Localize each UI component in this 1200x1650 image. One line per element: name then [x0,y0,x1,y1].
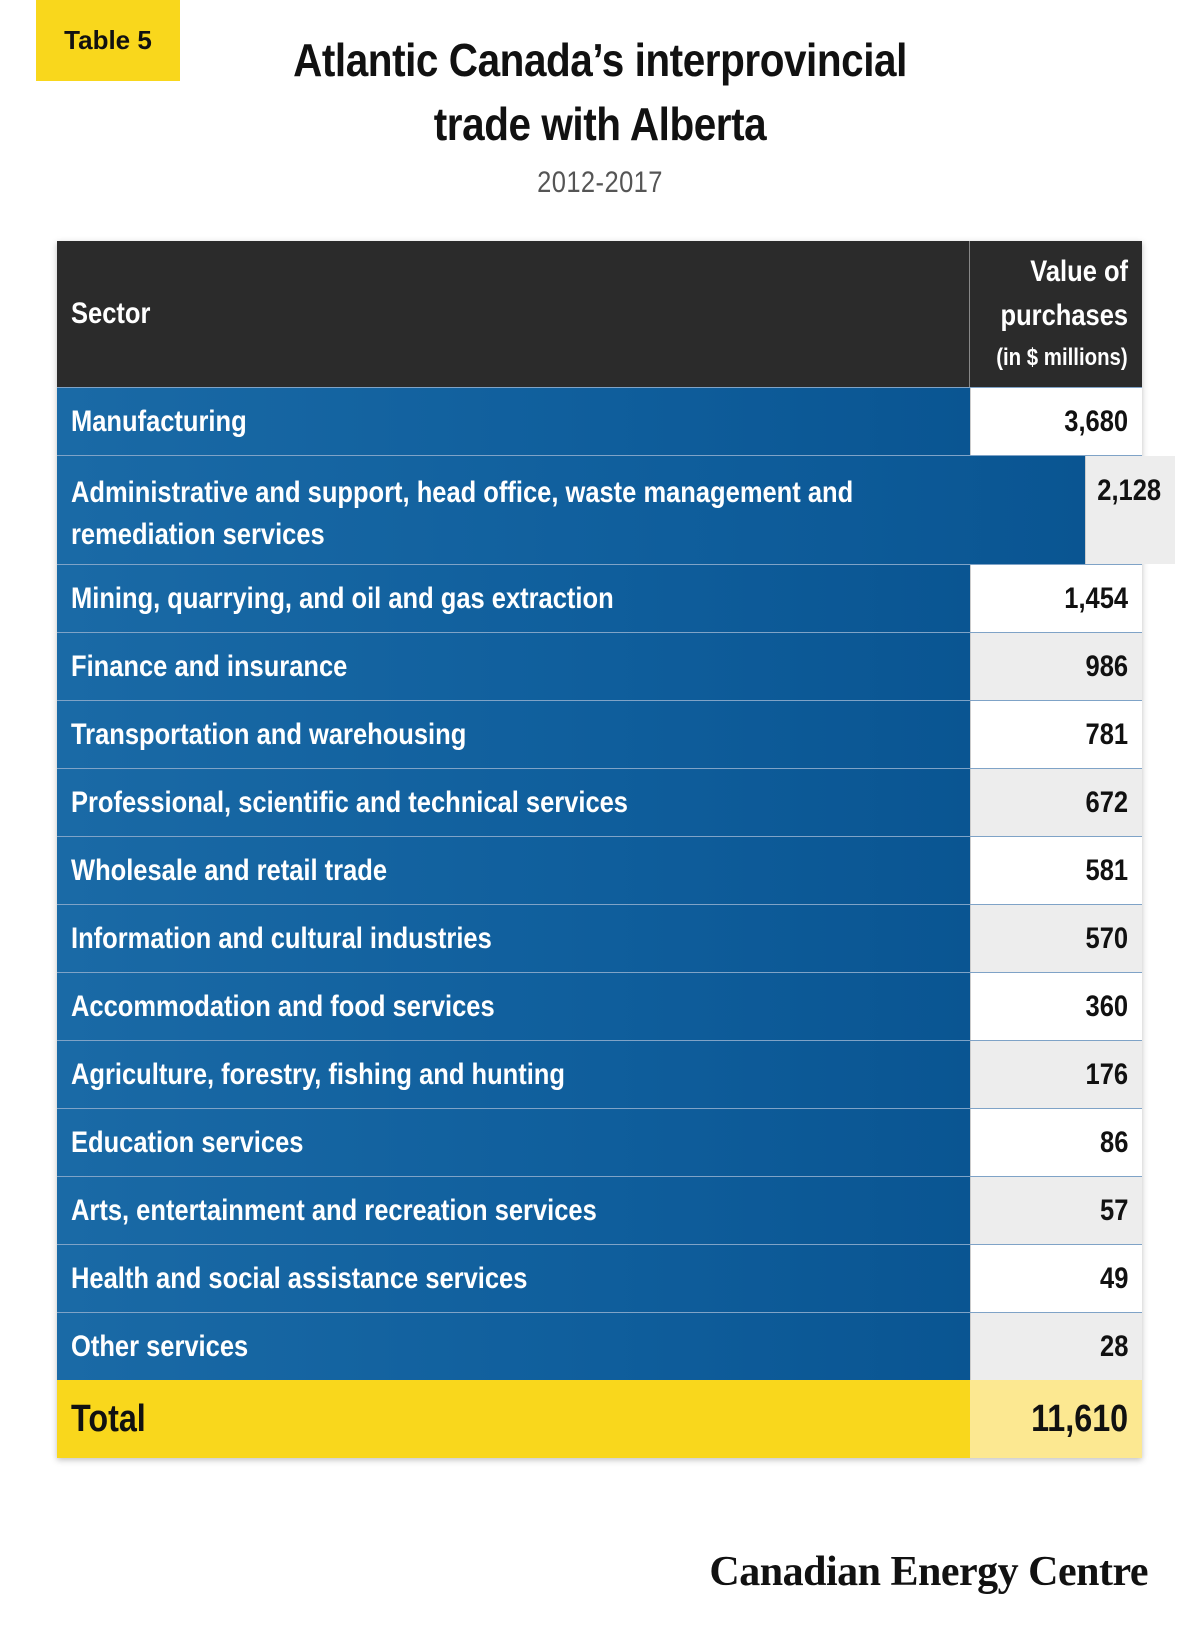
header-value-line2: purchases [1000,299,1128,332]
table-header: Sector Value of purchases (in $ millions… [57,241,1142,387]
table-row: Health and social assistance services 49 [57,1244,1142,1312]
value-label: 49 [1099,1261,1128,1295]
sector-label: Wholesale and retail trade [71,853,388,887]
sector-cell: Mining, quarrying, and oil and gas extra… [57,565,970,632]
value-cell: 1,454 [970,565,1142,632]
sector-cell: Health and social assistance services [57,1245,970,1312]
header-value-line1: Value of [1030,255,1128,288]
value-label: 86 [1099,1125,1128,1159]
title-line-2: trade with Alberta [433,98,767,150]
table-row: Mining, quarrying, and oil and gas extra… [57,564,1142,632]
table-body: Manufacturing 3,680 Administrative and sup… [57,387,1176,1380]
header-value: Value of purchases (in $ millions) [970,241,1142,387]
value-cell: 360 [970,973,1142,1040]
table-row: Information and cultural industries 570 [57,904,1142,972]
table-row: Accommodation and food services 360 [57,972,1142,1040]
sector-cell: Education services [57,1109,970,1176]
value-label: 781 [1085,717,1128,751]
value-label: 57 [1099,1193,1128,1227]
sector-cell: Agriculture, forestry, fishing and hunti… [57,1041,970,1108]
sector-label: Transportation and warehousing [71,717,467,751]
header-sector-label: Sector [71,297,151,330]
title-line-1: Atlantic Canada’s interprovincial [293,34,907,86]
sector-label: Other services [71,1329,249,1363]
table-row: Administrative and support, head office,… [57,455,1176,564]
sector-cell: Administrative and support, head office,… [57,456,1085,564]
value-label: 360 [1085,989,1128,1023]
table-row: Professional, scientific and technical s… [57,768,1142,836]
sector-cell: Finance and insurance [57,633,970,700]
value-cell: 86 [970,1109,1142,1176]
sector-label: Professional, scientific and technical s… [71,785,629,819]
chart-title: Atlantic Canada’s interprovincial trade … [283,28,917,156]
value-label: 672 [1085,785,1128,819]
value-cell: 781 [970,701,1142,768]
sector-cell: Other services [57,1313,970,1380]
sector-cell: Accommodation and food services [57,973,970,1040]
table-row: Other services 28 [57,1312,1142,1380]
table-row: Finance and insurance 986 [57,632,1142,700]
table-number-badge: Table 5 [36,0,180,81]
value-label: 3,680 [1064,404,1128,438]
value-label: 986 [1085,649,1128,683]
value-cell: 49 [970,1245,1142,1312]
sector-label: Accommodation and food services [71,989,495,1023]
sector-label: Agriculture, forestry, fishing and hunti… [71,1057,565,1091]
sector-cell: Wholesale and retail trade [57,837,970,904]
value-cell: 28 [970,1313,1142,1380]
sector-cell: Information and cultural industries [57,905,970,972]
sector-label: Manufacturing [71,404,247,438]
value-label: 1,454 [1064,581,1128,615]
header-value-unit: (in $ millions) [996,344,1128,371]
total-row: Total 11,610 [57,1380,1142,1458]
data-table: Sector Value of purchases (in $ millions… [57,241,1176,1458]
sector-label: Information and cultural industries [71,921,492,955]
sector-cell: Arts, entertainment and recreation servi… [57,1177,970,1244]
sector-label: Arts, entertainment and recreation servi… [71,1193,597,1227]
value-cell: 986 [970,633,1142,700]
value-label: 581 [1085,853,1128,887]
sector-cell: Manufacturing [57,388,970,455]
table-row: Manufacturing 3,680 [57,387,1142,455]
chart-subtitle: 2012-2017 [537,166,663,199]
value-label: 2,128 [1097,474,1162,507]
value-cell: 581 [970,837,1142,904]
sector-label: Health and social assistance services [71,1261,528,1295]
value-cell: 672 [970,769,1142,836]
table-row: Agriculture, forestry, fishing and hunti… [57,1040,1142,1108]
value-cell: 570 [970,905,1142,972]
sector-label: Administrative and support, head office,… [71,476,854,551]
value-label: 176 [1085,1057,1128,1091]
header-sector: Sector [57,241,970,387]
total-label: Total [71,1397,146,1440]
sector-label: Finance and insurance [71,649,348,683]
table-row: Transportation and warehousing 781 [57,700,1142,768]
value-label: 570 [1085,921,1128,955]
brand-logo: Canadian Energy Centre [709,1549,1148,1595]
table-row: Education services 86 [57,1108,1142,1176]
sector-cell: Professional, scientific and technical s… [57,769,970,836]
value-cell: 57 [970,1177,1142,1244]
value-cell: 176 [970,1041,1142,1108]
total-value: 11,610 [1030,1397,1128,1440]
sector-label: Education services [71,1125,304,1159]
value-label: 28 [1099,1329,1128,1363]
value-cell: 2,128 [1085,456,1176,564]
table-row: Wholesale and retail trade 581 [57,836,1142,904]
table-row: Arts, entertainment and recreation servi… [57,1176,1142,1244]
sector-label: Mining, quarrying, and oil and gas extra… [71,581,614,615]
sector-cell: Transportation and warehousing [57,701,970,768]
value-cell: 3,680 [970,388,1142,455]
